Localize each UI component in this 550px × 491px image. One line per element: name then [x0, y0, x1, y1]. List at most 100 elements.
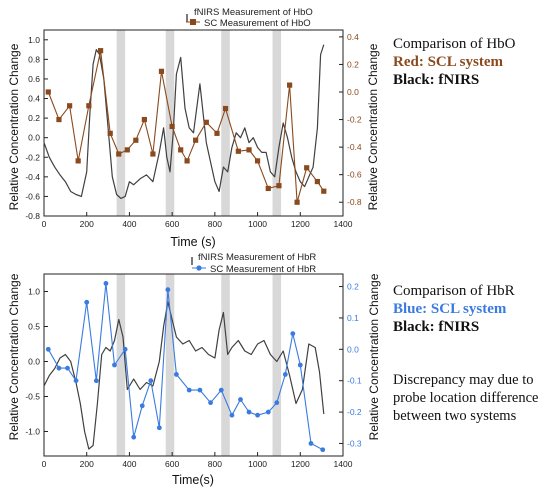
- hbr-x-ticks: 0 200 400 600 800 1000 1200 1400: [42, 452, 353, 469]
- hbo-sc-point: [294, 199, 300, 205]
- hbo-sc-point: [222, 105, 229, 112]
- hbo-shaded-band-3: [272, 30, 282, 216]
- hbr-legend-fnirs-label: fNIRS Measurement of HbR: [198, 252, 316, 263]
- hbo-sc-point: [67, 103, 73, 109]
- hbr-sc-point: [297, 362, 303, 368]
- hbr-right-tick-label-1: -0.2: [347, 407, 362, 417]
- hbo-plot-frame: [43, 29, 344, 217]
- hbo-sc-point: [193, 137, 199, 143]
- hbo-sc-point: [321, 188, 327, 194]
- hbo-sc-point: [287, 82, 293, 88]
- hbr-fnirs-line: [43, 301, 325, 450]
- hbr-sc-point: [122, 346, 128, 352]
- hbr-shaded-band-1: [165, 274, 175, 456]
- hbo-sc-point: [246, 147, 252, 153]
- hbr-sc-point: [45, 346, 51, 352]
- hbo-fnirs-line: [43, 44, 325, 199]
- hbo-x-tick-label-3: 600: [165, 219, 179, 229]
- hbo-x-tick-label-7: 1400: [334, 219, 353, 229]
- hbr-annotation-blue: Blue: SCL system: [393, 301, 507, 317]
- hbo-sc-point: [304, 165, 310, 171]
- hbo-x-tick-label-5: 1000: [248, 219, 267, 229]
- hbr-chart: 0 200 400 600 800 1000 1200 1400 -1.0 -0.5 0.0 0.5…: [7, 252, 381, 487]
- hbr-left-tick-label-1: -0.5: [25, 392, 40, 402]
- hbr-sc-point: [274, 400, 280, 406]
- discrepancy-note: Discrepancy may due to probe location di…: [393, 372, 539, 425]
- hbr-legend-sc-label: SC Measurement of HbR: [210, 264, 316, 275]
- hbo-x-tick-label-4: 800: [208, 219, 222, 229]
- hbo-left-tick-label-3: -0.2: [25, 152, 40, 162]
- hbr-series: [43, 281, 326, 453]
- hbr-legend: fNIRS Measurement of HbR SC Measurement …: [191, 252, 316, 275]
- hbo-sc-point: [133, 137, 139, 143]
- hbo-sc-point: [203, 119, 209, 125]
- hbo-sc-point: [56, 116, 62, 123]
- hbo-left-tick-label-4: 0.0: [28, 133, 40, 143]
- hbr-sc-point: [320, 447, 326, 453]
- hbo-sc-point: [86, 103, 92, 109]
- hbo-shaded-band-2: [221, 30, 230, 216]
- hbo-right-tick-label-2: -0.4: [347, 142, 362, 152]
- hbo-sc-point: [254, 158, 261, 164]
- hbo-sc-point: [265, 185, 271, 192]
- hbo-x-axis-label: Time (s): [170, 235, 215, 249]
- hbr-plot-frame: [43, 273, 344, 457]
- hbr-right-tick-label-3: 0.0: [347, 344, 359, 354]
- hbo-sc-point: [158, 68, 165, 74]
- hbr-sc-point: [156, 425, 162, 431]
- hbo-shaded-band-1: [165, 30, 175, 216]
- hbo-chart: 0 200 400 600 800 1000 1200 1400 -0.8-0.6-0.4-0…: [7, 7, 380, 249]
- hbr-annotation: Comparison of HbR Blue: SCL system Black…: [393, 282, 515, 336]
- hbr-x-tick-label-7: 1400: [334, 459, 353, 469]
- hbr-annotation-title: Comparison of HbR: [393, 283, 515, 299]
- hbr-sc-point: [174, 372, 179, 377]
- hbr-x-tick-label-6: 1200: [291, 459, 310, 469]
- hbr-shaded-band-3: [272, 274, 282, 456]
- hbo-legend: fNIRS Measurement of HbO SC Measurement …: [186, 7, 313, 29]
- hbr-sc-point: [246, 409, 252, 415]
- hbo-x-tick-label-2: 400: [122, 219, 136, 229]
- hbr-sc-point: [73, 378, 79, 384]
- hbr-x-tick-label-1: 200: [80, 459, 94, 469]
- hbo-left-tick-label-8: 0.8: [28, 54, 40, 64]
- hbo-shaded-band-0: [116, 30, 126, 216]
- hbo-left-tick-label-5: 0.2: [28, 113, 40, 123]
- hbr-right-tick-label-2: -0.1: [347, 376, 362, 386]
- hbr-shaded-band-2: [221, 274, 230, 456]
- hbo-sc-point: [75, 158, 81, 164]
- hbo-sc-point: [107, 130, 113, 136]
- hbr-shaded-band-0: [116, 274, 126, 456]
- hbo-annotation-black: Black: fNIRS: [393, 72, 480, 88]
- hbr-sc-point: [165, 287, 171, 293]
- hbo-series: [43, 44, 327, 205]
- hbo-legend-sc-label: SC Measurement of HbO: [204, 18, 311, 29]
- hbo-annotation: Comparison of HbO Red: SCL system Black:…: [393, 35, 516, 89]
- hbr-annotation-black: Black: fNIRS: [393, 319, 480, 335]
- hbr-sc-point: [265, 409, 271, 415]
- hbo-sc-point: [45, 89, 51, 95]
- hbo-sc-point: [124, 147, 130, 153]
- hbr-sc-point: [282, 372, 288, 377]
- hbr-left-tick-label-0: -1.0: [25, 427, 40, 437]
- hbo-sc-point: [314, 178, 320, 185]
- hbo-right-tick-label-5: 0.2: [347, 59, 359, 69]
- hbr-sc-point: [103, 281, 109, 286]
- hbo-x-tick-label-0: 0: [42, 219, 47, 229]
- hbo-sc-point: [235, 148, 241, 154]
- hbr-sc-point: [308, 441, 314, 446]
- hbo-left-tick-label-0: -0.8: [25, 211, 40, 221]
- hbo-annotation-red: Red: SCL system: [393, 54, 504, 70]
- hbr-sc-point: [148, 378, 154, 384]
- hbo-right-tick-label-6: 0.4: [347, 32, 359, 42]
- hbr-left-ticks: -1.0 -0.5 0.0 0.5 1.0: [25, 287, 48, 437]
- hbr-left-tick-label-3: 0.5: [28, 322, 40, 332]
- hbo-right-tick-label-3: -0.2: [347, 115, 362, 125]
- hbo-sc-point: [276, 183, 282, 189]
- hbr-sc-point: [186, 387, 192, 393]
- hbr-x-tick-label-5: 1000: [248, 459, 267, 469]
- hbo-legend-fnirs-label: fNIRS Measurement of HbO: [194, 7, 313, 18]
- hbr-left-axis-label: Relative Concentration Change: [7, 273, 21, 440]
- hbo-left-tick-label-7: 0.6: [28, 74, 40, 84]
- hbr-sc-point: [197, 387, 203, 393]
